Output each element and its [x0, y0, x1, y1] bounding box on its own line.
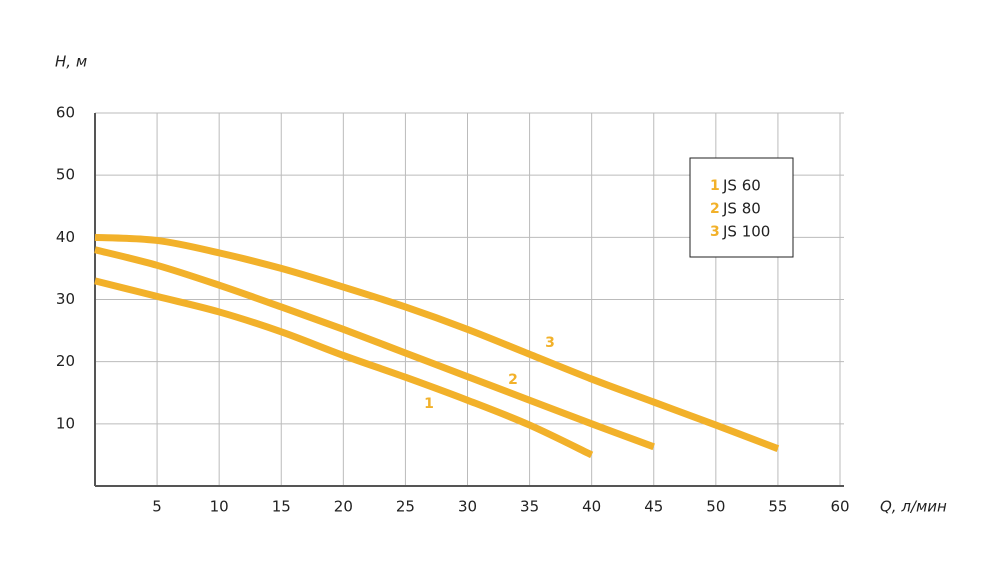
x-tick-label: 50: [706, 498, 725, 516]
legend-label: JS 60: [722, 177, 761, 195]
x-tick-label: 30: [458, 498, 477, 516]
y-tick-label: 50: [56, 166, 75, 184]
legend-label: JS 80: [722, 200, 761, 218]
y-tick-label: 20: [56, 352, 75, 370]
x-tick-label: 40: [582, 498, 601, 516]
x-tick-label: 60: [830, 498, 849, 516]
curve-label: 3: [545, 335, 555, 351]
y-tick-label: 30: [56, 290, 75, 308]
x-tick-label: 25: [396, 498, 415, 516]
legend-marker: 1: [710, 178, 720, 194]
x-axis-label: Q, л/мин: [880, 498, 947, 516]
y-tick-label: 60: [56, 104, 75, 122]
x-tick-label: 10: [210, 498, 229, 516]
line: [94, 246, 655, 451]
x-tick-label: 55: [768, 498, 787, 516]
x-tick-label: 15: [272, 498, 291, 516]
x-tick-label: 5: [152, 498, 162, 516]
legend-label: JS 100: [722, 223, 770, 241]
y-tick-label: 40: [56, 228, 75, 246]
plot: 1 2 3: [94, 233, 780, 459]
line: [94, 233, 780, 452]
y-tick-label: 10: [56, 414, 75, 432]
legend-marker: 3: [710, 224, 720, 240]
x-tick-label: 20: [334, 498, 353, 516]
legend-box: [689, 157, 794, 258]
legend-marker: 2: [710, 201, 720, 217]
x-tick-label: 35: [520, 498, 539, 516]
curve-label: 2: [508, 372, 518, 388]
x-tick-label: 45: [644, 498, 663, 516]
legend: 1 JS 602 JS 803 JS 100: [710, 177, 770, 241]
curve-label: 1: [424, 396, 434, 412]
line: [94, 277, 594, 459]
y-axis-label: H, м: [55, 53, 87, 71]
